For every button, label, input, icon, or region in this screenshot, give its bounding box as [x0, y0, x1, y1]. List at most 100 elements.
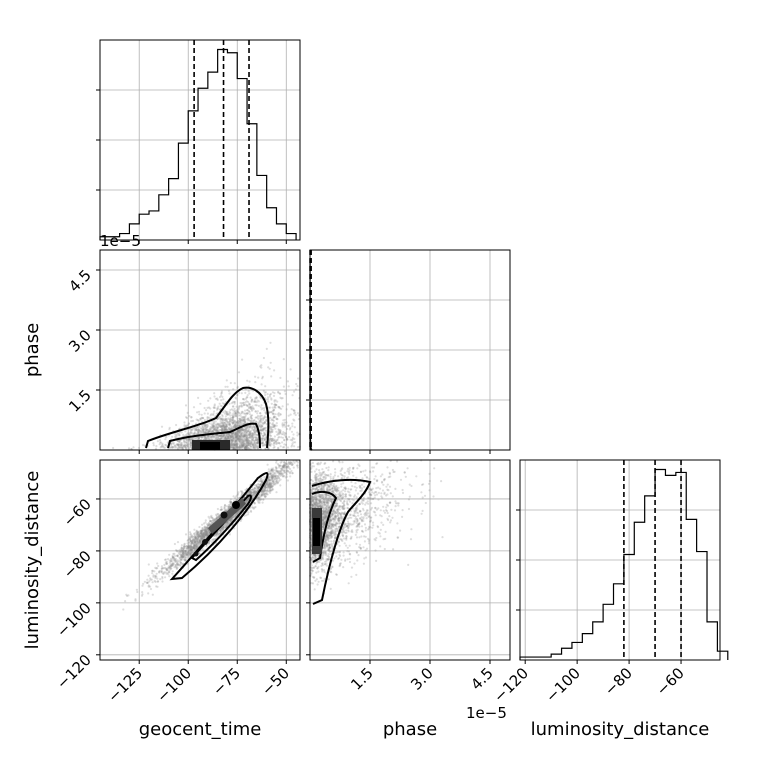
scatter-panel-geocent-time-vs-phase-point — [286, 380, 289, 383]
scatter-panel-geocent-time-vs-phase-point — [222, 425, 225, 428]
scatter-panel-geocent-time-vs-phase-point — [266, 393, 269, 396]
scatter-panel-geocent-time-vs-luminosity-distance-point — [230, 502, 233, 506]
scatter-panel-geocent-time-vs-phase-point — [175, 423, 178, 427]
scatter-panel-geocent-time-vs-phase-point — [240, 442, 243, 445]
scatter-panel-geocent-time-vs-phase-point — [178, 446, 181, 449]
scatter-panel-geocent-time-vs-phase-point — [260, 432, 263, 435]
scatter-panel-geocent-time-vs-phase-point — [287, 414, 290, 417]
scatter-panel-geocent-time-vs-phase-point — [235, 439, 238, 442]
scatter-panel-geocent-time-vs-phase-point — [260, 418, 263, 421]
scatter-panel-geocent-time-vs-phase-point — [292, 433, 295, 436]
scatter-panel-geocent-time-vs-phase-point — [231, 418, 234, 422]
scatter-panel-geocent-time-vs-luminosity-distance-point — [156, 562, 159, 565]
scatter-panel-geocent-time-vs-phase-point — [263, 438, 266, 441]
scatter-panel-geocent-time-vs-luminosity-distance-point — [188, 541, 191, 544]
hist-panel-luminosity-distance-step — [519, 468, 729, 660]
scatter-panel-geocent-time-vs-phase-point — [263, 391, 266, 394]
scatter-panel-geocent-time-vs-phase-point — [248, 402, 251, 405]
scatter-panel-geocent-time-vs-phase-point — [237, 429, 240, 432]
scatter-panel-geocent-time-vs-luminosity-distance-point — [183, 542, 186, 546]
scatter-panel-geocent-time-vs-luminosity-distance-point — [284, 462, 288, 465]
scatter-panel-geocent-time-vs-phase-point — [260, 366, 263, 369]
scatter-panel-geocent-time-vs-phase-point — [239, 414, 242, 417]
scatter-panel-geocent-time-vs-phase-point — [202, 429, 205, 432]
scatter-panel-geocent-time-vs-phase-point — [269, 437, 273, 440]
scatter-panel-geocent-time-vs-phase-point — [178, 434, 181, 437]
scatter-panel-geocent-time-vs-phase-point — [183, 440, 186, 443]
scatter-panel-geocent-time-vs-phase-point — [221, 428, 224, 431]
scatter-panel-geocent-time-vs-phase-point — [141, 443, 145, 447]
scatter-panel-geocent-time-vs-phase-point — [269, 437, 272, 440]
scatter-panel-geocent-time-vs-phase-point — [281, 441, 284, 444]
scatter-panel-geocent-time-vs-phase-point — [291, 425, 294, 428]
scatter-panel-geocent-time-vs-luminosity-distance-point — [151, 581, 154, 584]
scatter-panel-geocent-time-vs-phase-point — [274, 413, 277, 416]
scatter-panel-geocent-time-vs-luminosity-distance-point — [237, 496, 240, 499]
scatter-panel-geocent-time-vs-phase-point — [234, 421, 237, 424]
scatter-panel-geocent-time-vs-phase-point — [241, 432, 244, 435]
scatter-panel-geocent-time-vs-luminosity-distance-point — [253, 487, 256, 490]
scatter-panel-geocent-time-vs-phase-point — [286, 446, 290, 449]
scatter-panel-geocent-time-vs-phase-point — [250, 436, 253, 440]
scatter-panel-geocent-time-vs-phase-point — [262, 431, 266, 434]
scatter-panel-geocent-time-vs-phase-point — [256, 441, 259, 444]
scatter-panel-geocent-time-vs-luminosity-distance-point — [216, 507, 219, 511]
scatter-panel-geocent-time-vs-luminosity-distance-point — [142, 582, 145, 585]
scatter-panel-geocent-time-vs-phase-point — [255, 416, 258, 419]
scatter-panel-geocent-time-vs-phase-point — [198, 436, 201, 439]
scatter-panel-geocent-time-vs-phase-point — [234, 413, 237, 416]
scatter-panel-geocent-time-vs-phase-point — [272, 444, 275, 447]
scatter-panel-geocent-time-vs-phase-point — [232, 439, 235, 442]
scatter-panel-geocent-time-vs-phase-point — [269, 361, 272, 364]
scatter-panel-geocent-time-vs-phase-point — [232, 405, 235, 408]
scatter-panel-geocent-time-vs-luminosity-distance-point — [166, 558, 170, 561]
scatter-panel-geocent-time-vs-phase-point — [258, 420, 261, 423]
scatter-panel-geocent-time-vs-phase-point — [226, 434, 229, 437]
scatter-panel-geocent-time-vs-phase-point — [210, 413, 213, 416]
scatter-panel-geocent-time-vs-phase-point — [243, 442, 246, 445]
scatter-panel-geocent-time-vs-phase-point — [272, 394, 276, 397]
scatter-panel-geocent-time-vs-phase-point — [185, 433, 188, 437]
scatter-panel-geocent-time-vs-phase-point — [283, 446, 286, 449]
scatter-panel-geocent-time-vs-phase-point — [273, 369, 276, 372]
scatter-panel-geocent-time-vs-luminosity-distance-point — [266, 463, 269, 466]
scatter-panel-geocent-time-vs-phase-point — [229, 416, 232, 419]
scatter-panel-geocent-time-vs-phase-point — [285, 408, 288, 411]
scatter-panel-geocent-time-vs-phase-point — [269, 422, 272, 425]
scatter-panel-geocent-time-vs-phase-point — [264, 433, 267, 436]
scatter-panel-geocent-time-vs-phase-point — [237, 437, 241, 440]
scatter-panel-geocent-time-vs-phase-point — [293, 445, 296, 448]
scatter-panel-geocent-time-vs-phase-point — [255, 434, 259, 437]
scatter-panel-geocent-time-vs-phase-point — [254, 410, 257, 413]
scatter-panel-geocent-time-vs-luminosity-distance-point — [135, 588, 138, 591]
scatter-panel-geocent-time-vs-phase-point — [168, 426, 171, 429]
scatter-panel-geocent-time-vs-phase-point — [220, 433, 223, 436]
scatter-panel-geocent-time-vs-phase-point — [213, 392, 216, 395]
scatter-panel-geocent-time-vs-phase-point — [275, 403, 278, 407]
scatter-panel-geocent-time-vs-phase-point — [253, 445, 256, 448]
scatter-panel-geocent-time-vs-phase-point — [221, 423, 225, 426]
scatter-panel-geocent-time-vs-phase-point — [263, 409, 266, 412]
scatter-panel-geocent-time-vs-phase-point — [250, 408, 253, 411]
scatter-panel-geocent-time-vs-phase-point — [241, 441, 244, 444]
scatter-panel-geocent-time-vs-phase-point — [230, 408, 233, 411]
scatter-panel-geocent-time-vs-phase-point — [249, 433, 253, 436]
scatter-panel-geocent-time-vs-phase-point — [190, 428, 193, 431]
scatter-panel-geocent-time-vs-phase-point — [231, 422, 234, 425]
scatter-panel-geocent-time-vs-phase-point — [272, 408, 275, 411]
scatter-panel-geocent-time-vs-phase-point — [235, 431, 238, 434]
scatter-panel-geocent-time-vs-phase-point — [256, 410, 259, 413]
scatter-panel-geocent-time-vs-luminosity-distance-point — [268, 489, 272, 492]
scatter-panel-geocent-time-vs-phase-point — [182, 433, 185, 436]
scatter-panel-geocent-time-vs-phase-point — [246, 409, 249, 412]
scatter-panel-geocent-time-vs-phase-point — [202, 428, 205, 431]
scatter-panel-geocent-time-vs-phase-point — [184, 446, 187, 449]
scatter-panel-geocent-time-vs-phase-point — [281, 405, 284, 408]
scatter-panel-geocent-time-vs-phase-point — [265, 429, 268, 432]
scatter-panel-geocent-time-vs-phase-point — [244, 437, 247, 440]
scatter-panel-geocent-time-vs-phase-point — [250, 399, 253, 402]
scatter-panel-geocent-time-vs-phase-point — [232, 419, 235, 422]
scatter-panel-geocent-time-vs-phase-point — [223, 422, 226, 425]
scatter-panel-geocent-time-vs-phase-point — [212, 424, 215, 427]
scatter-panel-geocent-time-vs-phase-point — [229, 434, 232, 438]
